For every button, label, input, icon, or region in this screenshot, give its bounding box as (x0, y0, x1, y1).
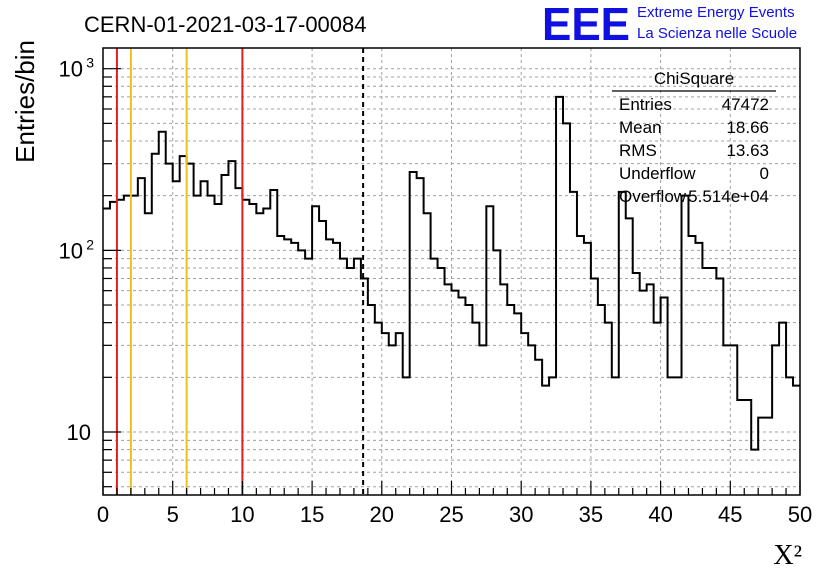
y-tick-label-exponent: 3 (86, 55, 94, 71)
x-tick-label: 30 (509, 502, 533, 527)
stats-rms-label: RMS (619, 141, 657, 160)
eee-logo-line1: Extreme Energy Events (637, 4, 795, 21)
x-tick-label: 15 (300, 502, 324, 527)
run-title: CERN-01-2021-03-17-00084 (84, 12, 367, 37)
x-tick-label: 50 (788, 502, 812, 527)
stats-underflow-value: 0 (760, 164, 769, 183)
x-axis-title: X² (773, 540, 802, 571)
x-tick-label: 10 (230, 502, 254, 527)
stats-mean-value: 18.66 (726, 118, 769, 137)
x-tick-label: 35 (579, 502, 603, 527)
stats-underflow-label: Underflow (619, 164, 696, 183)
histogram-line (103, 95, 800, 451)
x-tick-label: 25 (439, 502, 463, 527)
eee-logo: EEE Extreme Energy Events La Scienza nel… (542, 0, 797, 50)
y-axis-title: Entries/bin (10, 40, 40, 163)
stats-box-title: ChiSquare (654, 69, 734, 88)
stats-entries-value: 47472 (722, 95, 769, 114)
y-tick-label: 10 (59, 57, 83, 82)
eee-logo-line2: La Scienza nelle Scuole (637, 25, 797, 42)
stats-overflow-value: 5.514e+04 (688, 187, 769, 206)
y-tick-label: 10 (59, 238, 83, 263)
y-tick-label: 10 (67, 420, 91, 445)
x-tick-labels: 0 5 10 15 20 25 30 35 40 45 50 (97, 502, 812, 527)
eee-logo-mark: EEE (542, 0, 630, 50)
x-tick-label: 45 (718, 502, 742, 527)
reference-lines (115, 48, 365, 495)
x-tick-label: 40 (648, 502, 672, 527)
histogram-series (103, 95, 800, 451)
stats-box: ChiSquare Entries 47472 Mean 18.66 RMS 1… (612, 69, 776, 206)
x-tick-label: 20 (370, 502, 394, 527)
axes (102, 47, 801, 496)
stats-rms-value: 13.63 (726, 141, 769, 160)
stats-mean-label: Mean (619, 118, 662, 137)
stats-entries-label: Entries (619, 95, 672, 114)
x-tick-label: 5 (167, 502, 179, 527)
y-tick-label-exponent: 2 (86, 236, 94, 252)
stats-overflow-label: Overflow (619, 187, 687, 206)
x-tick-label: 0 (97, 502, 109, 527)
